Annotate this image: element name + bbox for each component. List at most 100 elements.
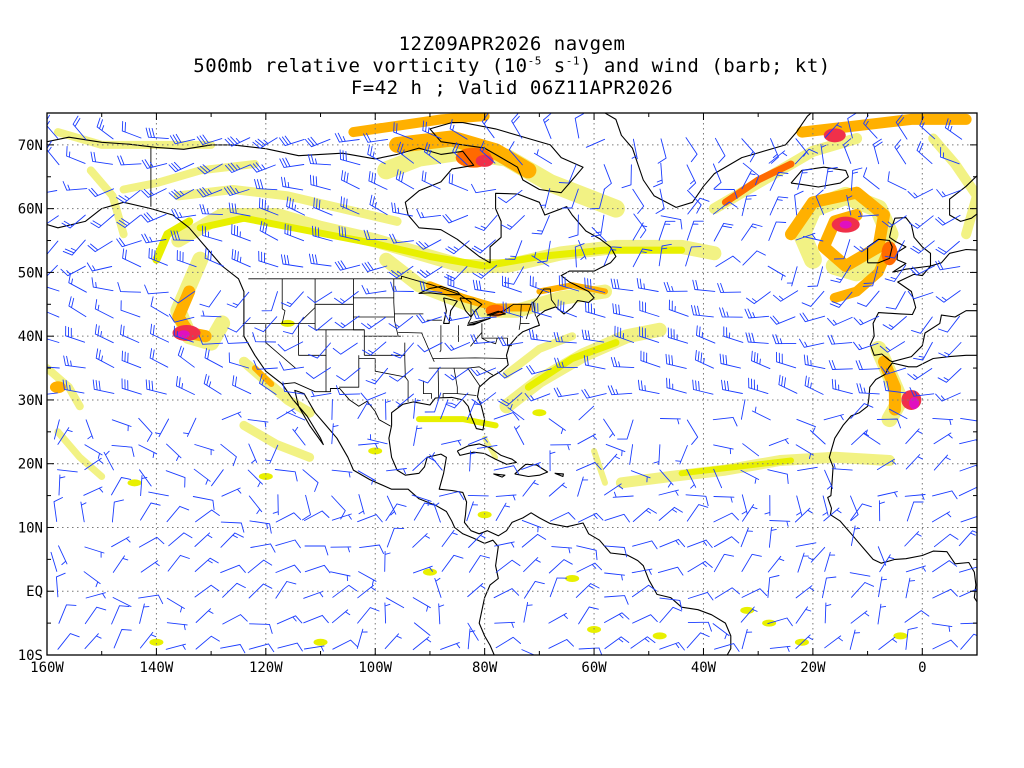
wind-barb xyxy=(417,266,443,279)
wind-barb xyxy=(248,495,263,515)
vorticity-spot xyxy=(368,447,383,455)
vorticity-band-arctic-islands xyxy=(348,113,490,138)
wind-barb xyxy=(853,315,880,326)
vorticity-band-atlantic-core xyxy=(524,339,620,391)
wind-barb xyxy=(308,253,332,267)
wind-barb xyxy=(795,542,817,547)
wind-barb xyxy=(713,468,723,489)
wind-barb xyxy=(204,248,224,267)
wind-barb xyxy=(57,469,78,473)
wind-barb xyxy=(741,588,768,598)
wind-barb xyxy=(630,470,651,483)
wind-barb xyxy=(247,559,273,574)
coastline-jamaica xyxy=(493,473,506,478)
wind-barb xyxy=(824,166,838,190)
vorticity-spot xyxy=(127,479,142,487)
wind-barb xyxy=(449,119,468,140)
wind-barb xyxy=(468,436,488,445)
wind-barb xyxy=(276,408,296,420)
state-border xyxy=(423,380,432,399)
axis-ticks xyxy=(46,112,978,656)
wind-barb xyxy=(121,350,142,369)
wind-barb xyxy=(227,317,251,333)
wind-barb xyxy=(888,408,908,420)
vorticity-shading xyxy=(47,113,977,646)
wind-barb xyxy=(857,210,879,217)
wind-barb xyxy=(493,412,520,421)
vorticity-core-pacific xyxy=(177,330,190,339)
wind-barb xyxy=(533,149,552,165)
wind-barb xyxy=(863,167,880,190)
wind-barb xyxy=(303,614,329,624)
wind-barb xyxy=(821,576,837,599)
wind-barb xyxy=(511,113,523,139)
wind-barb xyxy=(357,514,383,523)
wind-barb xyxy=(880,366,907,375)
wind-barb xyxy=(472,309,497,319)
wind-barb xyxy=(145,127,169,140)
wind-barb xyxy=(248,443,258,464)
state-border xyxy=(432,357,508,359)
wind-barb xyxy=(252,332,277,343)
wind-barb xyxy=(253,360,278,370)
wind-barb xyxy=(768,150,788,164)
wind-barb xyxy=(548,612,568,624)
wind-barb xyxy=(331,399,333,420)
wind-barb xyxy=(741,194,757,217)
wind-barb xyxy=(139,603,150,624)
wind-barb xyxy=(617,419,634,440)
wind-barb xyxy=(612,303,634,319)
wind-barb xyxy=(154,418,170,438)
x-tick-label: 60W xyxy=(581,660,607,676)
wind-barb xyxy=(304,564,331,574)
wind-barb xyxy=(801,290,825,307)
wind-barb xyxy=(850,495,859,522)
state-border xyxy=(265,323,296,369)
wind-barb xyxy=(63,355,86,369)
wind-barb xyxy=(339,149,361,166)
wind-barb xyxy=(944,118,963,140)
y-tick-label: 20N xyxy=(18,457,43,473)
wind-barb xyxy=(472,264,498,279)
wind-barb xyxy=(824,122,842,139)
wind-barb xyxy=(365,367,389,385)
wind-barb xyxy=(466,501,479,522)
wind-barb xyxy=(577,433,598,445)
wind-barb xyxy=(797,552,809,573)
wind-barb xyxy=(883,380,907,394)
wind-barb xyxy=(881,215,907,228)
wind-barb xyxy=(248,643,275,653)
wind-barb xyxy=(121,121,142,139)
wind-barb xyxy=(823,507,842,522)
wind-barb xyxy=(686,504,709,522)
wind-barb xyxy=(277,642,303,652)
y-tick-label: EQ xyxy=(26,584,43,600)
wind-barb xyxy=(843,138,852,164)
wind-barb xyxy=(935,240,960,255)
wind-barb xyxy=(356,628,368,649)
wind-barb xyxy=(334,132,360,143)
vorticity-band-hawaii xyxy=(54,428,106,480)
wind-barb xyxy=(723,326,744,343)
wind-barb xyxy=(550,444,572,451)
wind-barb xyxy=(795,585,815,599)
wind-barb xyxy=(259,373,277,395)
wind-barb xyxy=(508,141,523,166)
wind-barb xyxy=(686,468,697,489)
wind-barb xyxy=(331,423,339,445)
wind-barb xyxy=(170,230,195,241)
state-border xyxy=(507,338,512,347)
x-tick-label: 0 xyxy=(918,660,926,676)
wind-barb xyxy=(68,296,87,318)
wind-barb xyxy=(168,313,195,323)
wind-barb xyxy=(358,494,365,515)
coastline-great-britain xyxy=(888,217,932,273)
wind-barb xyxy=(384,602,391,624)
wind-barb xyxy=(553,387,579,398)
wind-barb xyxy=(467,494,489,497)
wind-barb xyxy=(120,300,141,318)
wind-barb xyxy=(167,554,190,572)
wind-barb xyxy=(548,418,566,435)
wind-barb xyxy=(84,457,104,471)
wind-barb xyxy=(932,588,958,599)
